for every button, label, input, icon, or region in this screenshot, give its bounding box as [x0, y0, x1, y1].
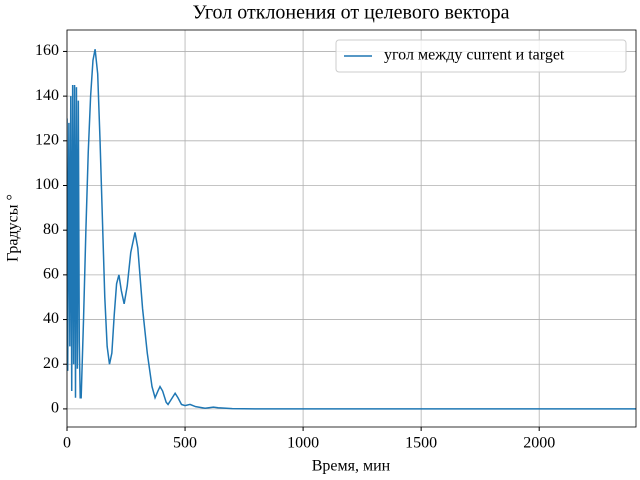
y-tick-label: 140 [35, 87, 59, 104]
y-tick-label: 120 [35, 131, 59, 148]
y-tick-label: 100 [35, 176, 59, 193]
y-tick-label: 40 [43, 310, 59, 327]
y-tick-label: 160 [35, 42, 59, 59]
x-tick-label: 2000 [523, 435, 555, 452]
y-tick-label: 60 [43, 266, 59, 283]
legend-label: угол между current и target [384, 47, 565, 64]
legend-box [335, 39, 627, 73]
plot-frame [66, 29, 637, 428]
chart-title: Угол отклонения от целевого вектора [192, 2, 509, 24]
x-tick-label: 0 [63, 435, 71, 452]
x-tick-label: 1000 [287, 435, 319, 452]
y-axis-label: Градусы ° [5, 194, 22, 262]
y-tick-label: 80 [43, 221, 59, 238]
data-line [67, 49, 636, 410]
x-axis-label: Время, мин [312, 458, 391, 475]
y-tick-label: 20 [43, 355, 59, 372]
x-tick-label: 1500 [405, 435, 437, 452]
y-tick-label: 0 [51, 400, 59, 417]
x-tick-label: 500 [173, 435, 197, 452]
